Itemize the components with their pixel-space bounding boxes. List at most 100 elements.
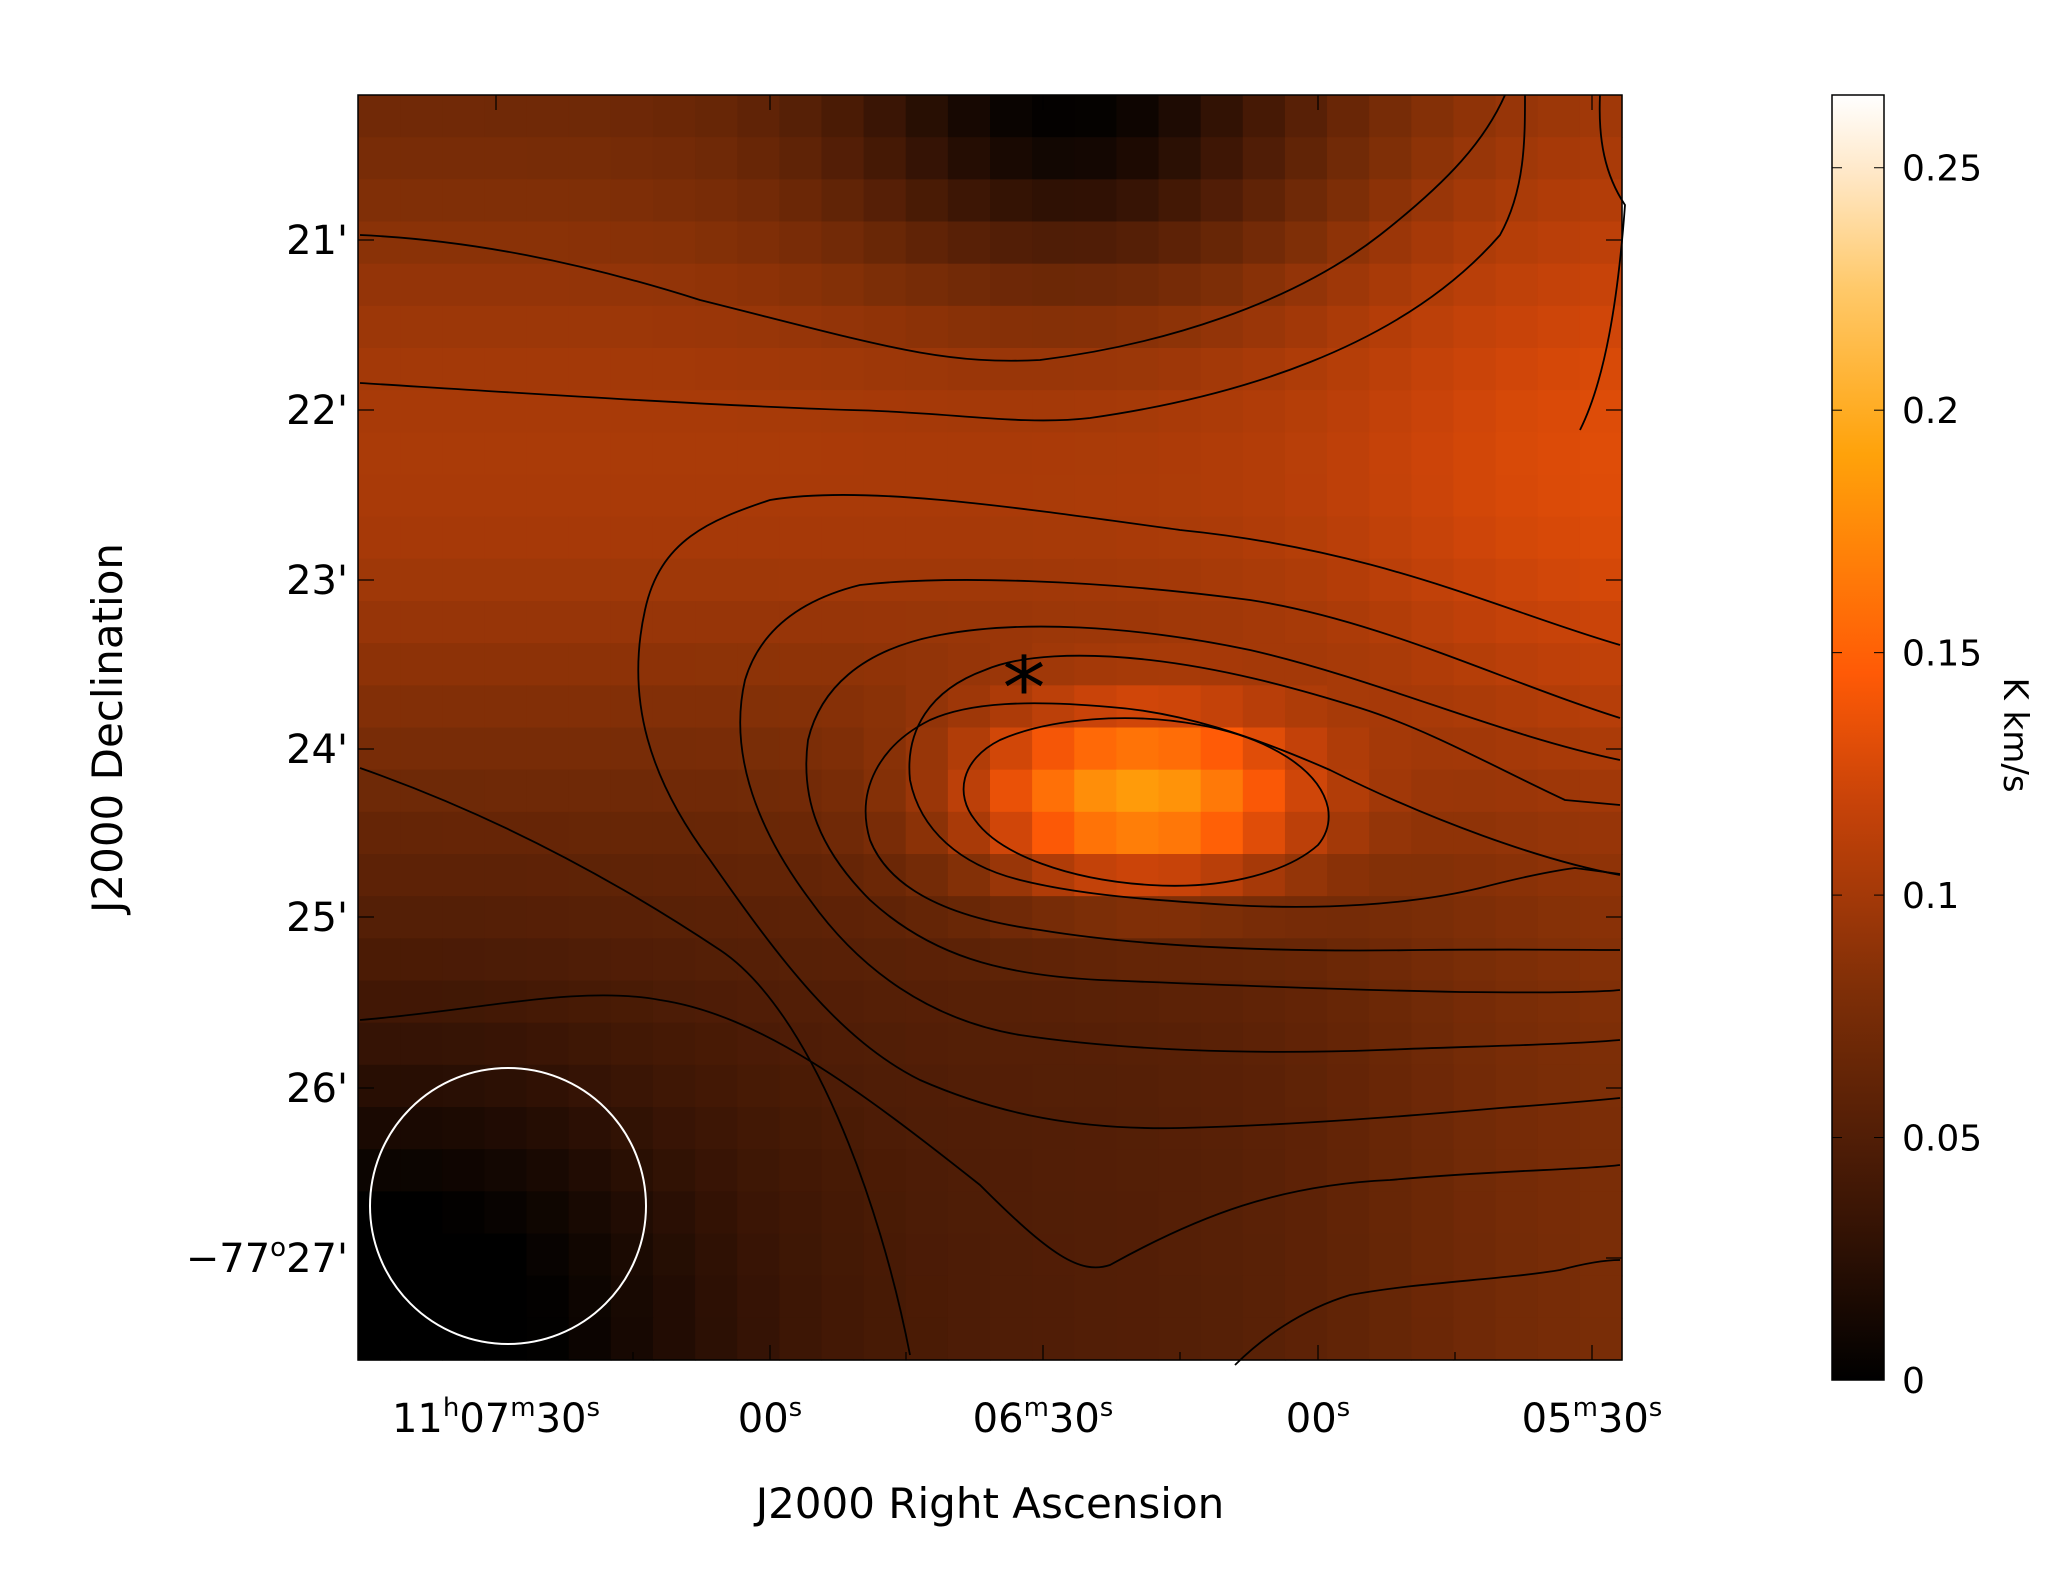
heatmap-cell xyxy=(737,1022,780,1066)
heatmap-cell xyxy=(442,474,485,518)
heatmap-cell xyxy=(947,1233,991,1277)
heatmap-cell xyxy=(568,516,612,560)
heatmap-cell xyxy=(442,305,485,349)
heatmap-cell xyxy=(947,1022,991,1066)
heatmap-cell xyxy=(1411,95,1455,138)
heatmap-cell xyxy=(905,474,949,518)
heatmap-cell xyxy=(1074,643,1117,686)
heatmap-cell xyxy=(1200,685,1244,729)
heatmap-cell xyxy=(990,516,1033,560)
heatmap-cell xyxy=(1453,179,1497,223)
heatmap-cell xyxy=(610,938,654,982)
heatmap-cell xyxy=(1200,221,1244,265)
heatmap-cell xyxy=(1074,1149,1117,1192)
heatmap-cell xyxy=(610,769,654,813)
heatmap-cell xyxy=(1453,854,1497,897)
heatmap-cell xyxy=(1116,348,1160,391)
heatmap-cell xyxy=(1116,1022,1160,1066)
heatmap-cell xyxy=(1327,305,1370,349)
heatmap-cell xyxy=(1032,601,1075,644)
heatmap-cell xyxy=(1327,179,1370,223)
heatmap-cell xyxy=(610,601,654,644)
heatmap-cell xyxy=(568,1107,612,1150)
heatmap-cell xyxy=(1032,305,1075,349)
heatmap-cell xyxy=(737,1317,780,1361)
heatmap-cell xyxy=(1579,1275,1623,1319)
heatmap-cell xyxy=(737,1275,780,1319)
heatmap-cell xyxy=(526,348,570,391)
heatmap-cell xyxy=(442,516,485,560)
heatmap-cell xyxy=(863,137,907,180)
heatmap-cell xyxy=(1369,474,1412,518)
heatmap-cell xyxy=(1116,1317,1160,1361)
heatmap-cell xyxy=(1495,305,1539,349)
heatmap-cell xyxy=(1284,179,1328,223)
heatmap-cell xyxy=(568,1275,612,1319)
heatmap-cell xyxy=(1116,516,1160,560)
heatmap-cell xyxy=(1411,811,1455,855)
heatmap-cell xyxy=(568,727,612,771)
heatmap-cell xyxy=(947,896,991,939)
heatmap-cell xyxy=(484,305,528,349)
heatmap-cell xyxy=(358,390,401,433)
heatmap-cell xyxy=(1495,558,1539,602)
heatmap-cell xyxy=(1116,390,1160,433)
heatmap-cell xyxy=(1032,1064,1075,1108)
contour-line xyxy=(359,94,1526,422)
heatmap-cell xyxy=(610,1149,654,1192)
heatmap-cell xyxy=(1200,95,1244,138)
heatmap-cell xyxy=(1369,1275,1412,1319)
heatmap-cell xyxy=(526,1275,570,1319)
heatmap-cell xyxy=(1158,432,1202,476)
heatmap-cell xyxy=(1074,1191,1117,1235)
heatmap-cell xyxy=(400,1317,443,1361)
heatmap-cell xyxy=(1369,348,1412,391)
heatmap-cell xyxy=(526,516,570,560)
heatmap-cell xyxy=(1200,516,1244,560)
heatmap-cell xyxy=(779,769,823,813)
heatmap-cell xyxy=(695,305,738,349)
y-axis-label: J2000 Declination xyxy=(83,543,132,916)
heatmap-cell xyxy=(1284,305,1328,349)
heatmap-cell xyxy=(1579,938,1623,982)
heatmap-cell xyxy=(652,179,696,223)
heatmap-cell xyxy=(610,854,654,897)
heatmap-cell xyxy=(1537,980,1581,1024)
heatmap-cell xyxy=(1453,643,1497,686)
heatmap-cell xyxy=(905,980,949,1024)
heatmap-cell xyxy=(610,348,654,391)
heatmap-cell xyxy=(821,1149,865,1192)
heatmap-cell xyxy=(1537,390,1581,433)
heatmap-cell xyxy=(358,432,401,476)
heatmap-cell xyxy=(484,1275,528,1319)
heatmap-cell xyxy=(484,474,528,518)
heatmap-cell xyxy=(863,432,907,476)
heatmap-cell xyxy=(1579,305,1623,349)
y-tick-label: 26' xyxy=(286,1066,348,1112)
heatmap-cell xyxy=(695,390,738,433)
heatmap-cell xyxy=(526,474,570,518)
heatmap-cell xyxy=(400,1149,443,1192)
heatmap-cell xyxy=(1200,601,1244,644)
heatmap-cell xyxy=(1537,1064,1581,1108)
heatmap-cell xyxy=(1453,432,1497,476)
heatmap-cell xyxy=(1116,643,1160,686)
colorbar-tick-label: 0.1 xyxy=(1902,876,1959,917)
heatmap-cell xyxy=(610,643,654,686)
heatmap-cell xyxy=(1579,1191,1623,1235)
heatmap-cell xyxy=(1200,1064,1244,1108)
heatmap-cell xyxy=(610,685,654,729)
heatmap-cell xyxy=(1074,727,1117,771)
heatmap-cell xyxy=(737,305,780,349)
heatmap-cell xyxy=(1579,1233,1623,1277)
heatmap-cell xyxy=(947,1275,991,1319)
heatmap-cell xyxy=(1284,390,1328,433)
heatmap-cell xyxy=(1200,643,1244,686)
heatmap-cell xyxy=(1074,179,1117,223)
y-tick-label: 24' xyxy=(286,727,348,773)
heatmap-cell xyxy=(1495,390,1539,433)
heatmap-cell xyxy=(610,980,654,1024)
heatmap-cell xyxy=(905,179,949,223)
heatmap-cell xyxy=(1158,474,1202,518)
heatmap-cell xyxy=(1369,811,1412,855)
